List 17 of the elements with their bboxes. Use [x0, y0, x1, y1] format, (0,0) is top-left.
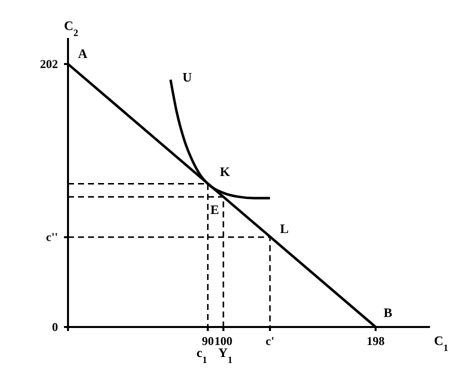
annotation: U [182, 70, 193, 85]
x-axis-title: C$_{1}$ [434, 333, 448, 354]
x-tick-label: 90 [202, 334, 214, 348]
x-tick-label: 198 [366, 334, 385, 348]
annotation: K [220, 164, 231, 179]
y-tick-label: 202 [40, 57, 58, 72]
annotation: E [210, 202, 220, 217]
annotation: c$_{1}$ [196, 345, 208, 366]
annotation: Y$_{1}$ [218, 345, 233, 366]
x-tick-label: c' [266, 334, 274, 348]
x-tick-label: 100 [214, 334, 232, 348]
y-tick-label: 0 [52, 320, 58, 334]
annotation: A [78, 46, 88, 62]
y-axis-title: C$_{2}$ [64, 18, 78, 38]
annotation: L [280, 221, 289, 236]
annotation: B [384, 305, 393, 320]
y-tick-label: c'' [46, 230, 58, 244]
